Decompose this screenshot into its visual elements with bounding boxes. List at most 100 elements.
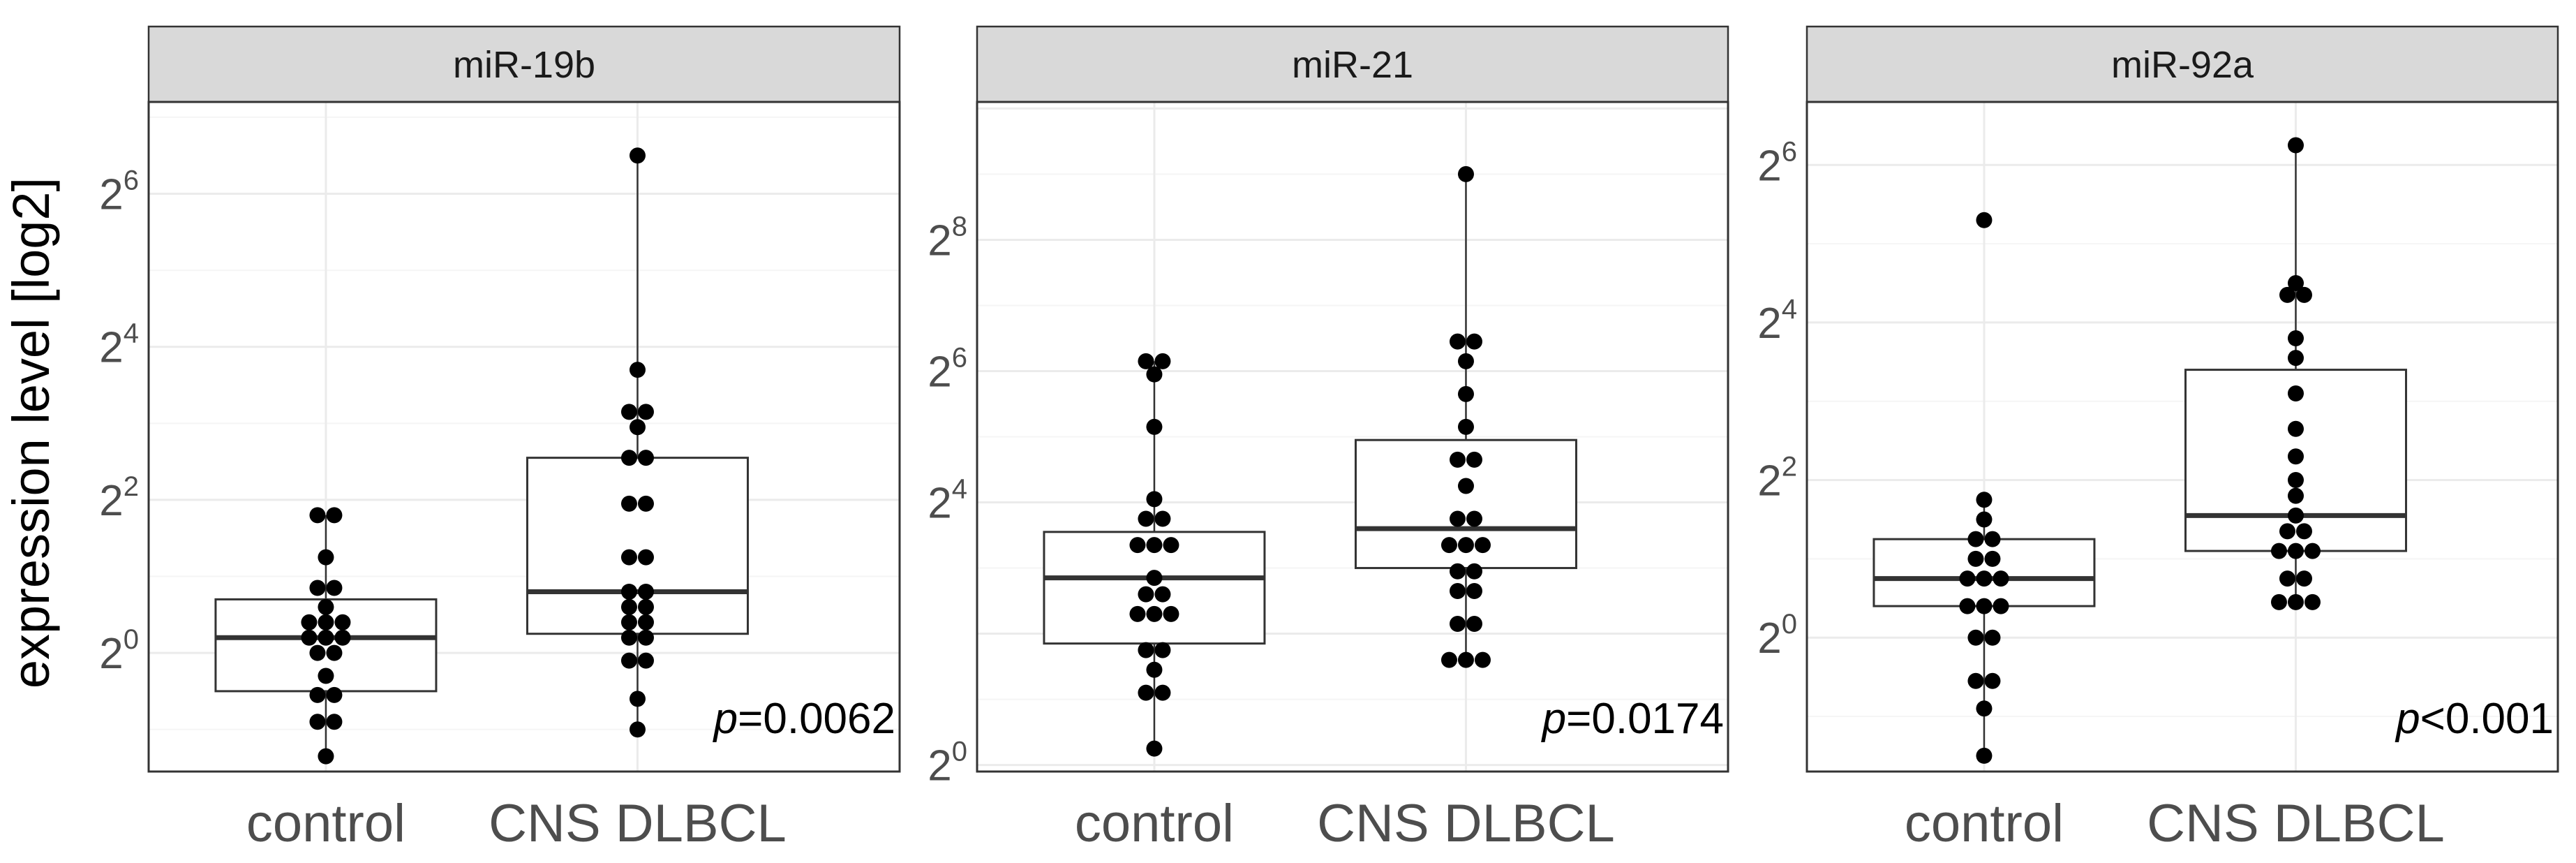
data-point — [620, 583, 637, 600]
data-point — [309, 580, 326, 596]
data-point — [2287, 137, 2304, 154]
data-point — [629, 362, 646, 378]
data-point — [629, 147, 646, 164]
data-point — [2270, 593, 2287, 610]
x-tick-label: CNS DLBCL — [1317, 794, 1615, 853]
panel-border — [976, 101, 1729, 773]
data-point — [620, 652, 637, 669]
data-point — [629, 691, 646, 707]
data-point — [2295, 286, 2312, 303]
y-tick-label: 22 — [1757, 452, 1797, 506]
data-point — [1146, 740, 1163, 757]
data-point — [2287, 543, 2304, 559]
data-point — [1163, 605, 1179, 622]
data-point — [2287, 385, 2304, 401]
data-point — [318, 667, 334, 684]
data-point — [2287, 350, 2304, 367]
data-point — [2287, 420, 2304, 437]
data-point — [326, 507, 343, 524]
data-point — [309, 507, 326, 524]
data-point — [301, 614, 318, 630]
data-point — [318, 629, 334, 646]
x-tick-label: control — [246, 794, 405, 853]
data-point — [2287, 274, 2304, 291]
y-tick-label: 24 — [99, 318, 139, 372]
data-point — [2287, 448, 2304, 465]
data-point — [2279, 286, 2295, 303]
group-control — [214, 507, 438, 765]
data-point — [326, 714, 343, 730]
panel-mir-21: miR-21 20 24 26 28 control CNS DLBCL p=0.0174 — [928, 25, 1729, 853]
data-point — [309, 686, 326, 703]
data-point — [620, 404, 637, 420]
data-point — [1976, 492, 1993, 508]
data-point — [637, 614, 654, 630]
x-tick-label: CNS DLBCL — [489, 794, 787, 853]
data-point — [1993, 598, 2009, 614]
y-tick-label: 24 — [1757, 294, 1797, 348]
data-point — [1976, 570, 1993, 587]
data-point — [1967, 672, 1984, 689]
data-point — [1993, 570, 2009, 587]
panel-strip — [1806, 25, 2559, 103]
data-point — [2287, 330, 2304, 346]
data-point — [318, 748, 334, 765]
y-tick-label: 22 — [99, 471, 139, 525]
data-point — [2295, 523, 2312, 540]
data-point — [318, 549, 334, 566]
data-point — [1976, 700, 1993, 717]
data-point — [1146, 366, 1163, 383]
data-point — [1976, 747, 1993, 764]
group-cns-dlbcl — [2184, 137, 2407, 610]
panel-title: miR-19b — [453, 44, 595, 86]
data-point — [1154, 586, 1171, 603]
data-point — [637, 404, 654, 420]
data-point — [637, 598, 654, 615]
panel-mir-92a: miR-92a 20 22 24 26 control CNS DLBCL p<0.001 — [1757, 25, 2559, 853]
data-point — [1449, 615, 1466, 632]
data-point — [309, 714, 326, 730]
data-point — [2279, 570, 2295, 587]
data-point — [1976, 598, 1993, 614]
data-point — [637, 652, 654, 669]
data-point — [620, 549, 637, 566]
data-point — [1138, 510, 1154, 527]
data-point — [637, 583, 654, 600]
data-point — [620, 629, 637, 646]
data-point — [2287, 472, 2304, 489]
data-point — [1146, 491, 1163, 508]
y-tick-label: 24 — [928, 474, 967, 528]
panel-strip — [976, 25, 1729, 103]
data-point — [1146, 661, 1163, 678]
group-cns-dlbcl — [526, 147, 749, 738]
data-point — [1984, 672, 2001, 689]
data-point — [637, 549, 654, 566]
data-point — [1466, 615, 1482, 632]
data-point — [1466, 333, 1482, 350]
data-point — [620, 598, 637, 615]
y-tick-label: 26 — [1757, 136, 1797, 190]
x-tick-label: control — [1075, 794, 1234, 853]
x-tick-label: CNS DLBCL — [2147, 794, 2445, 853]
panel-strip — [147, 25, 901, 103]
data-point — [1959, 598, 1976, 614]
y-tick-label: 28 — [928, 211, 967, 265]
panel-title: miR-21 — [1292, 44, 1413, 86]
data-point — [1457, 353, 1474, 369]
data-point — [629, 721, 646, 738]
data-point — [1163, 537, 1179, 554]
data-point — [1474, 651, 1491, 668]
data-point — [1976, 511, 1993, 528]
data-point — [1129, 605, 1146, 622]
y-tick-label: 26 — [99, 165, 139, 219]
data-point — [1967, 531, 1984, 547]
data-point — [1466, 510, 1482, 527]
data-point — [1146, 537, 1163, 554]
data-point — [1154, 510, 1171, 527]
data-point — [2304, 543, 2321, 559]
group-cns-dlbcl — [1354, 165, 1577, 668]
data-point — [1457, 165, 1474, 182]
group-control — [1043, 353, 1266, 757]
data-point — [2279, 523, 2295, 540]
